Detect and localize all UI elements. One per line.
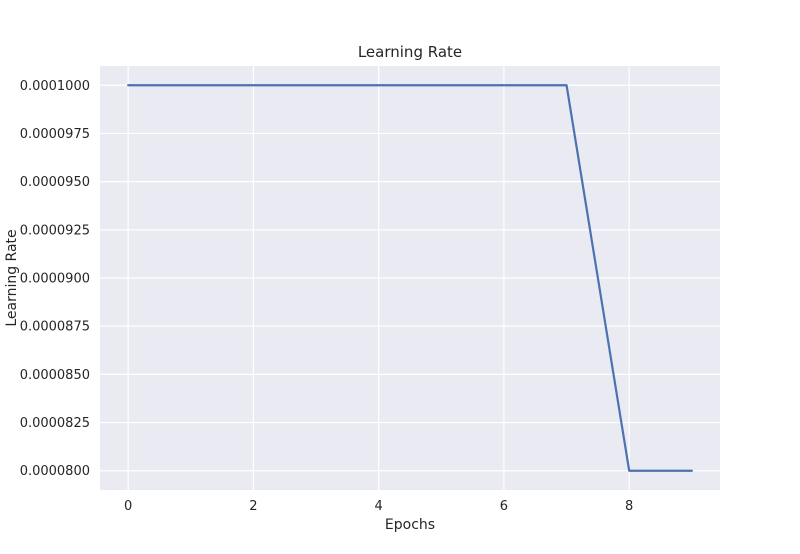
y-axis-label: Learning Rate xyxy=(4,229,20,326)
y-tick-label: 0.0001000 xyxy=(20,79,90,94)
chart-title: Learning Rate xyxy=(358,43,462,61)
y-tick-label: 0.0000825 xyxy=(20,416,90,431)
y-tick-label: 0.0000950 xyxy=(20,175,90,190)
y-tick-label: 0.0000925 xyxy=(20,223,90,238)
x-tick-label: 6 xyxy=(500,499,508,514)
y-tick-label: 0.0000975 xyxy=(20,127,90,142)
x-tick-label: 4 xyxy=(375,499,383,514)
series-group xyxy=(127,84,693,472)
y-tick-label: 0.0000875 xyxy=(20,320,90,335)
learning-rate-line xyxy=(127,84,693,472)
x-tick-label: 8 xyxy=(625,499,633,514)
y-tick-label: 0.0000900 xyxy=(20,272,90,287)
x-axis-label: Epochs xyxy=(385,517,435,533)
y-tick-label: 0.0000800 xyxy=(20,464,90,479)
x-tick-label: 2 xyxy=(249,499,257,514)
tick-labels: 0.0000800 0.0000825 0.0000850 0.0000875 0.00… xyxy=(20,79,634,514)
y-tick-label: 0.0000850 xyxy=(20,368,90,383)
x-tick-label: 0 xyxy=(124,499,132,514)
